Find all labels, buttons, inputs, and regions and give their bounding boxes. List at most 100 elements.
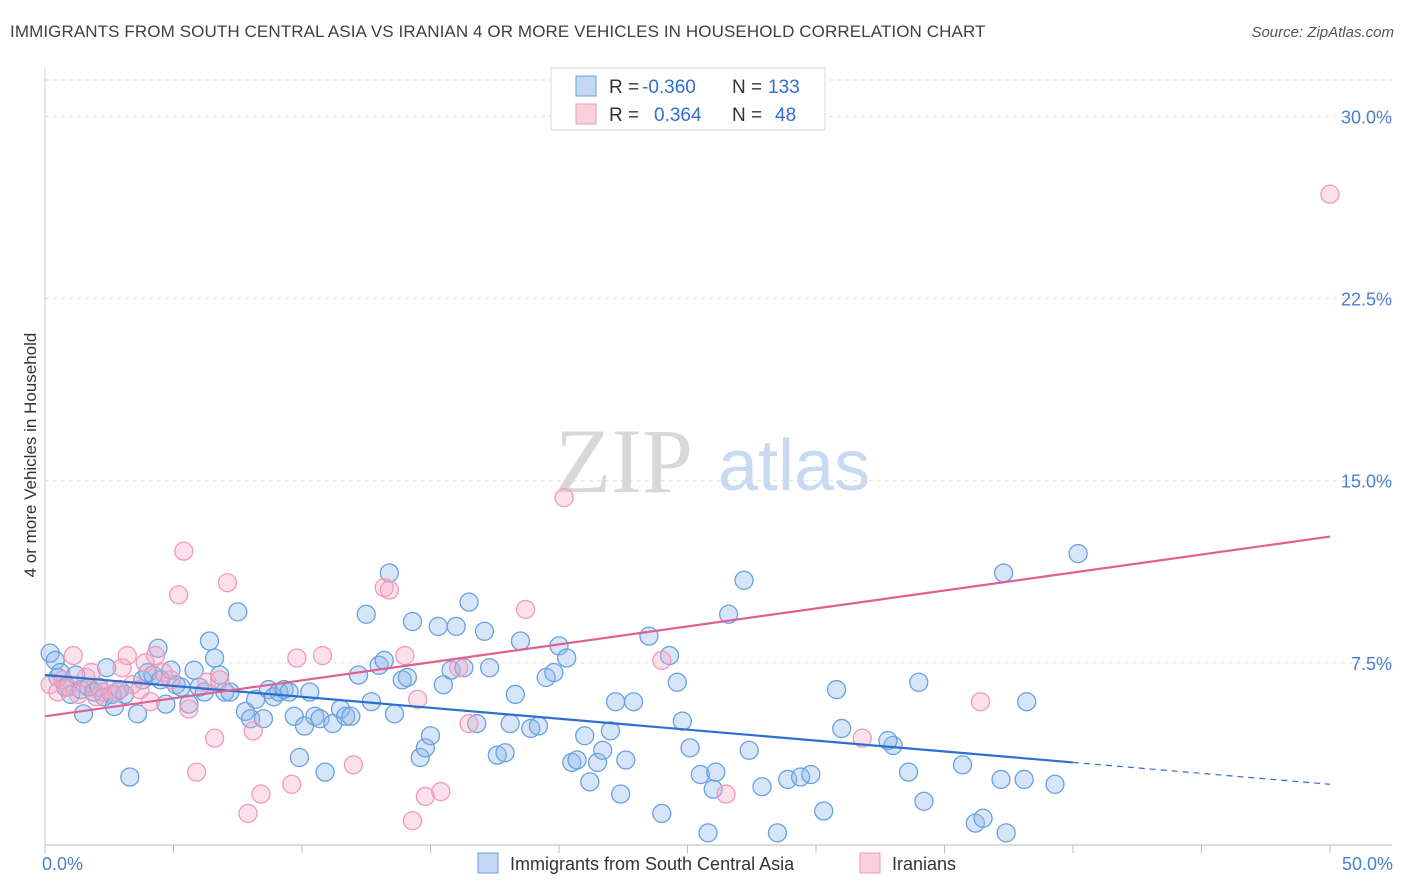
blue-point-57 xyxy=(336,706,356,726)
pink-point-26 xyxy=(204,728,225,748)
trend-line-blue xyxy=(44,673,1074,764)
blue-point-67 xyxy=(397,667,418,688)
blue-point-126 xyxy=(952,755,973,775)
series-blue-points xyxy=(40,543,1088,843)
pink-point-29 xyxy=(238,803,258,824)
blue-point-63 xyxy=(374,650,394,671)
blue-point-72 xyxy=(428,616,448,637)
y-tick-label-0: 7.5% xyxy=(1351,654,1392,674)
bottom-legend-label-blue: Immigrants from South Central Asia xyxy=(510,854,795,874)
blue-point-129 xyxy=(991,769,1011,790)
blue-point-33 xyxy=(199,631,220,651)
legend-n-label-blue: N = xyxy=(732,77,762,98)
blue-point-34 xyxy=(204,648,225,668)
blue-point-133 xyxy=(1068,543,1088,564)
blue-point-87 xyxy=(528,716,549,736)
pink-point-13 xyxy=(117,645,137,666)
pink-point-23 xyxy=(179,699,199,719)
blue-point-66 xyxy=(392,670,412,690)
blue-point-75 xyxy=(446,616,466,637)
blue-point-101 xyxy=(616,750,636,770)
blue-point-70 xyxy=(415,738,436,758)
blue-point-47 xyxy=(279,682,299,702)
blue-point-84 xyxy=(505,684,525,705)
bottom-legend-swatch-pink xyxy=(859,852,881,874)
blue-point-71 xyxy=(420,726,441,746)
blue-point-112 xyxy=(718,604,739,624)
blue-point-134 xyxy=(993,563,1014,583)
blue-point-98 xyxy=(600,721,621,741)
y-tick-label-3: 30.0% xyxy=(1341,107,1392,127)
pink-point-12 xyxy=(112,658,132,678)
legend: R = -0.360 N = 133 R = 0.364 N = 48 xyxy=(550,67,826,131)
blue-point-137 xyxy=(878,730,898,751)
gridlines xyxy=(45,79,1392,664)
blue-point-86 xyxy=(521,718,541,739)
y-tick-labels: 7.5% 15.0% 22.5% 30.0% xyxy=(1341,107,1392,673)
pink-point-11 xyxy=(107,682,127,702)
blue-point-81 xyxy=(487,745,507,765)
pink-point-7 xyxy=(81,662,101,683)
watermark-atlas: atlas xyxy=(718,426,870,506)
blue-point-65 xyxy=(384,704,405,724)
pink-point-46 xyxy=(554,488,574,508)
blue-point-80 xyxy=(479,658,500,678)
blue-point-115 xyxy=(752,777,772,797)
pink-point-48 xyxy=(716,784,736,804)
pink-point-39 xyxy=(402,811,423,831)
blue-point-59 xyxy=(348,665,369,685)
blue-point-109 xyxy=(690,764,710,785)
pink-point-18 xyxy=(145,645,166,666)
x-tick-label-1: 50.0% xyxy=(1342,854,1393,874)
pink-point-19 xyxy=(153,662,173,683)
blue-point-50 xyxy=(294,716,315,736)
pink-point-49 xyxy=(852,728,872,748)
blue-point-58 xyxy=(341,706,361,726)
x-tick-label-0: 0.0% xyxy=(42,854,83,874)
legend-r-label-blue: R = xyxy=(609,77,639,98)
blue-point-100 xyxy=(611,784,631,804)
pink-point-9 xyxy=(91,682,112,702)
blue-point-121 xyxy=(826,679,847,700)
trend-line-blue-extension xyxy=(1072,761,1331,785)
blue-point-91 xyxy=(557,648,577,668)
legend-box xyxy=(550,67,826,131)
blue-point-102 xyxy=(623,692,644,712)
blue-point-48 xyxy=(284,706,304,726)
pink-point-24 xyxy=(186,762,207,782)
watermark-zip: ZIP xyxy=(555,410,693,512)
bottom-legend-swatch-blue xyxy=(477,852,499,874)
blue-point-110 xyxy=(698,823,718,843)
blue-point-114 xyxy=(739,740,759,760)
pink-point-1 xyxy=(48,682,68,702)
blue-point-13 xyxy=(97,658,117,678)
blue-point-135 xyxy=(1017,692,1037,712)
pink-point-42 xyxy=(431,781,451,802)
blue-point-132 xyxy=(1045,774,1065,794)
blue-point-95 xyxy=(580,772,600,792)
blue-point-116 xyxy=(767,823,788,843)
blue-point-113 xyxy=(734,570,754,590)
blue-point-82 xyxy=(495,743,515,763)
blue-point-96 xyxy=(587,752,608,773)
legend-r-label-pink: R = xyxy=(609,105,639,126)
pink-point-34 xyxy=(312,645,333,666)
blue-point-92 xyxy=(562,752,582,773)
bottom-legend: Immigrants from South Central Asia Irani… xyxy=(477,852,956,874)
blue-point-99 xyxy=(605,692,626,712)
pink-point-28 xyxy=(217,573,238,593)
blue-point-38 xyxy=(228,602,248,622)
trend-line-pink xyxy=(44,535,1331,718)
y-axis-label: 4 or more Vehicles in Household xyxy=(21,333,40,578)
legend-n-value-pink: 48 xyxy=(775,105,796,126)
blue-point-52 xyxy=(305,706,325,726)
blue-point-93 xyxy=(567,750,587,770)
blue-point-18 xyxy=(120,767,140,787)
pink-point-40 xyxy=(407,689,428,709)
blue-point-108 xyxy=(680,738,700,758)
legend-n-value-blue: 133 xyxy=(768,77,800,98)
blue-point-79 xyxy=(474,621,495,641)
blue-point-138 xyxy=(706,762,726,782)
pink-point-31 xyxy=(251,784,271,804)
pink-point-36 xyxy=(374,577,394,598)
